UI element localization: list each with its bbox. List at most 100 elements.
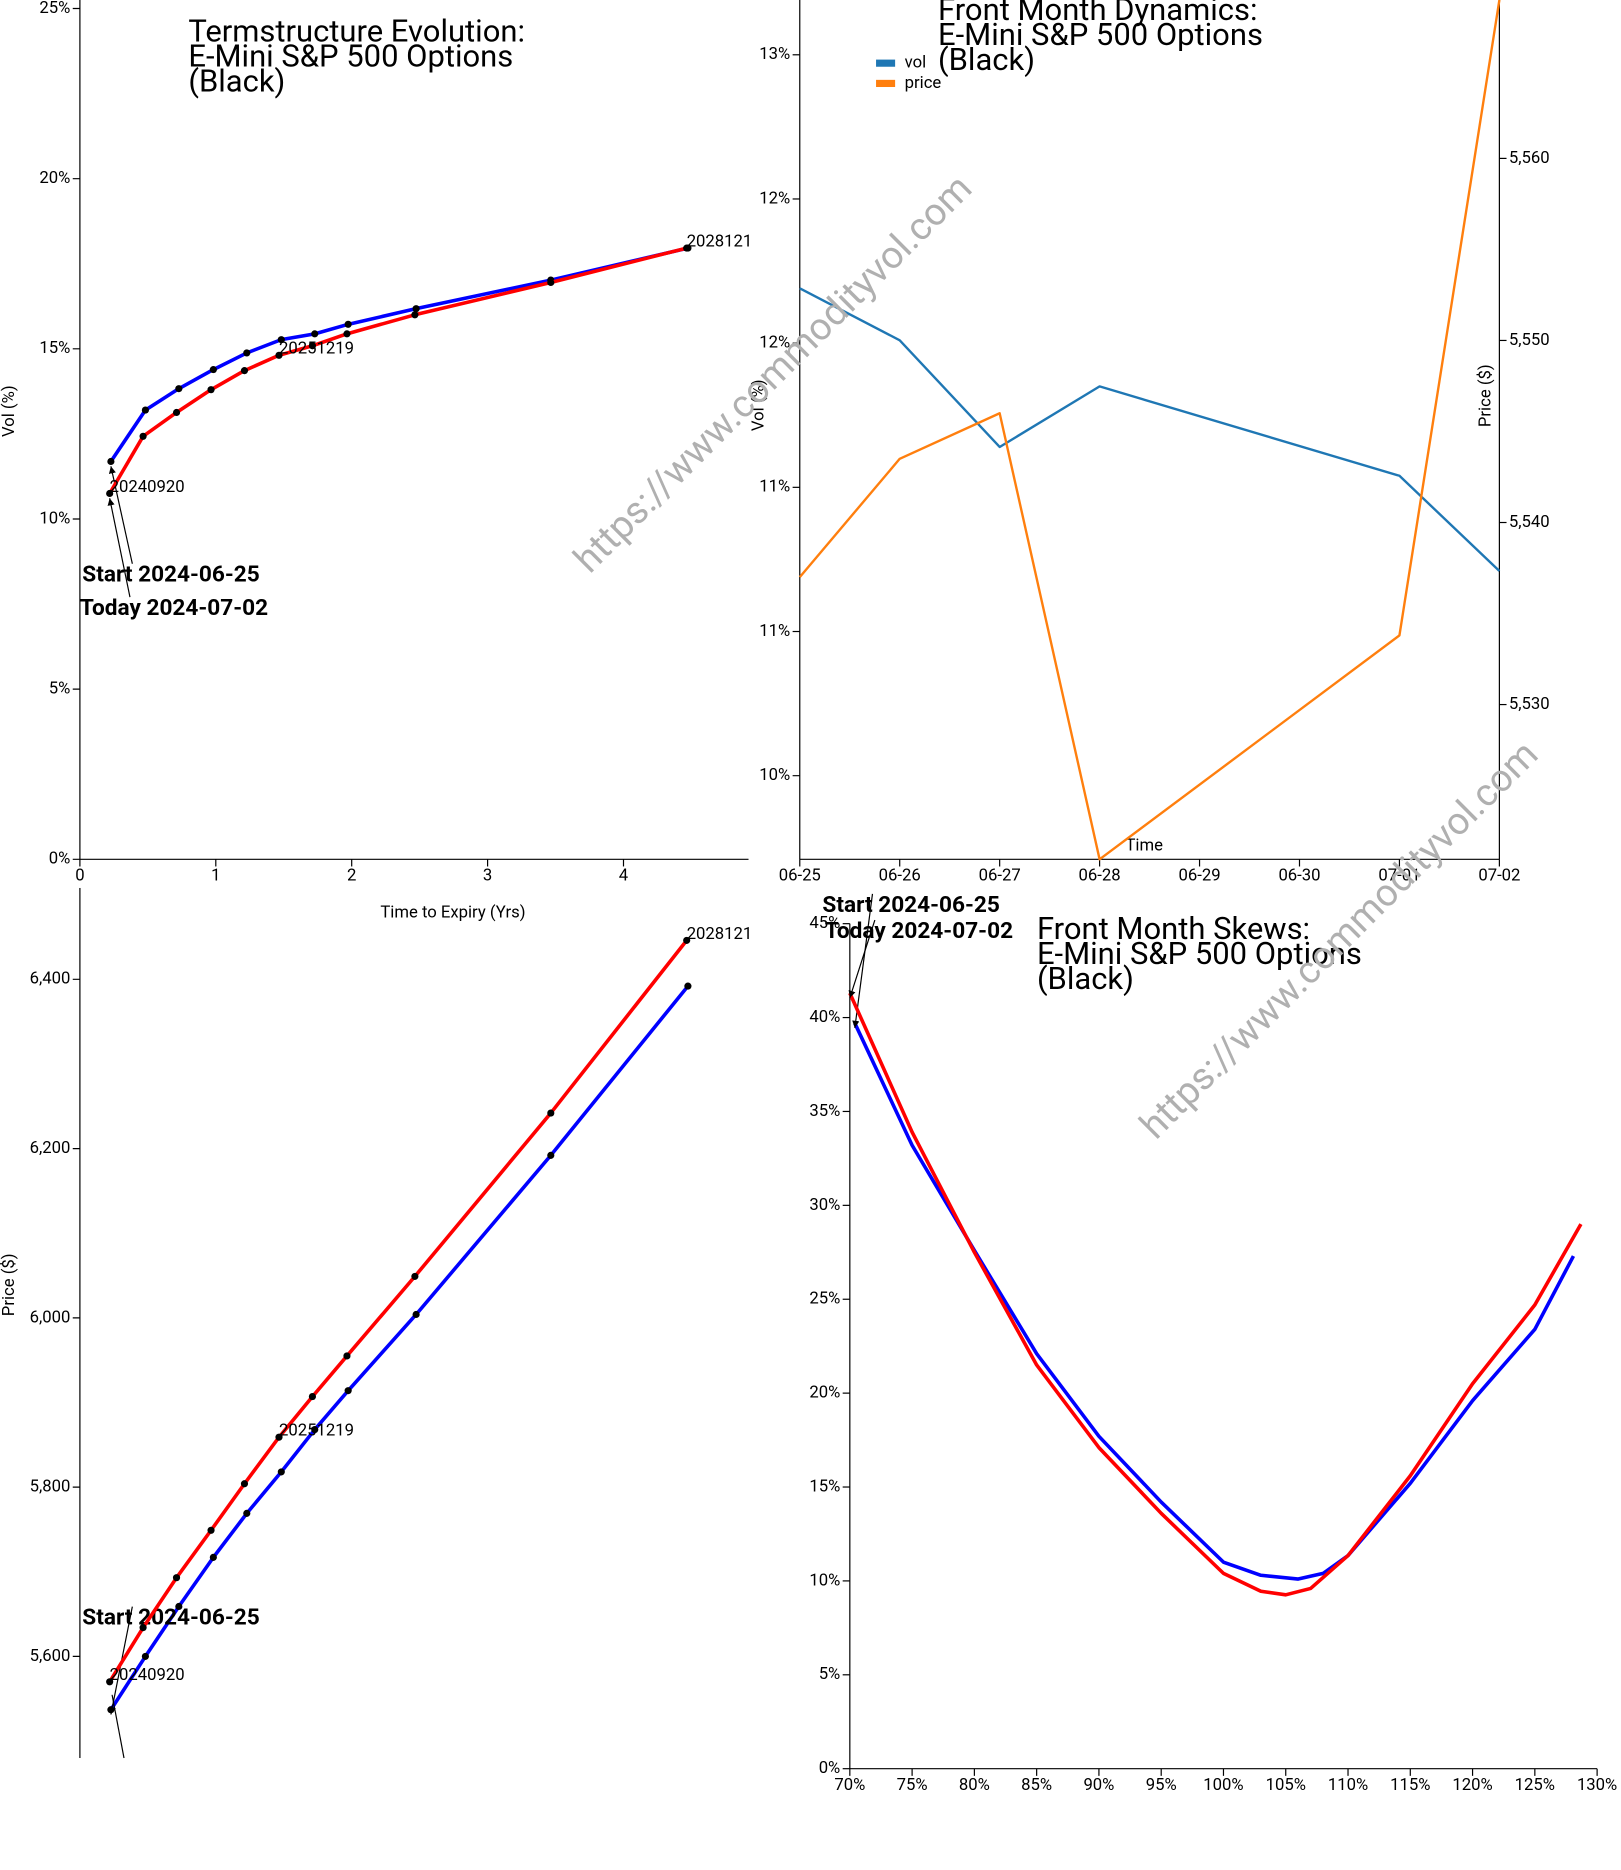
chart-title: Termstructure Evolution: (188, 13, 525, 50)
annotation: Today 2024-07-02 (80, 594, 268, 621)
point (207, 1526, 215, 1534)
y-tick-label: 0% (49, 850, 71, 869)
y-tick-label: 10% (809, 1571, 840, 1590)
x-tick-label: 80% (959, 1776, 990, 1795)
x-axis-label: Time to Expiry (Yrs) (380, 903, 525, 922)
point (311, 1426, 319, 1434)
x-tick-label: 85% (1021, 1776, 1052, 1795)
point (343, 330, 351, 338)
annotation-arrow (848, 919, 876, 999)
point (343, 1352, 351, 1360)
series-line (848, 992, 1583, 1597)
point (344, 320, 352, 328)
y2-tick-label: 5,540 (1509, 513, 1550, 532)
y-tick-label: 5,800 (30, 1478, 71, 1497)
point (308, 342, 316, 350)
point (172, 408, 181, 417)
point (684, 982, 692, 990)
y-tick-label: 6,400 (30, 970, 71, 989)
x-tick-label: 105% (1266, 1776, 1306, 1795)
y-tick-label: 25% (39, 0, 70, 18)
x-tick-label: 130% (1577, 1776, 1617, 1795)
point (107, 457, 115, 466)
point-label: 20281215 (687, 233, 762, 252)
x-tick-label: 115% (1390, 1776, 1430, 1795)
x-tick-label: 1 (211, 866, 220, 885)
x-tick-label: 07-02 (1478, 866, 1520, 885)
x-tick-label: 06-27 (979, 866, 1021, 885)
y-tick-label: 13% (759, 45, 790, 64)
x-tick-label: 0 (75, 866, 84, 885)
series-line (799, 287, 1501, 572)
point (209, 366, 217, 374)
x-tick-label: 70% (834, 1776, 865, 1795)
point (243, 349, 251, 357)
y-tick-label: 5,600 (30, 1647, 71, 1666)
point-label: 20251219 (279, 1422, 354, 1441)
annotation: Today 2024-07-02 (825, 917, 1013, 944)
chart-title: (Black) (188, 63, 285, 100)
x-tick-label: 3 (483, 866, 492, 885)
point (412, 305, 420, 313)
point (207, 386, 215, 394)
point (411, 311, 419, 319)
point (240, 367, 249, 375)
point (240, 1480, 249, 1488)
point (412, 1310, 420, 1319)
x-tick-label: 120% (1452, 1776, 1492, 1795)
chart-panel: 0% 5% 10% 15% 20% 25% 30% 35% 40% 45% 70% 75% 80% 85%… (809, 891, 1617, 1795)
point (547, 1151, 555, 1159)
annotation: Start 2024-06-25 (82, 1604, 260, 1631)
point (139, 1624, 147, 1632)
y-tick-label: 12% (759, 189, 790, 208)
point (175, 1602, 183, 1611)
x-tick-label: 06-25 (779, 866, 821, 885)
annotation-arrow (852, 893, 874, 1029)
point (344, 1387, 352, 1395)
x-tick-label: 06-26 (879, 866, 921, 885)
point (175, 385, 183, 393)
y-tick-label: 45% (809, 914, 840, 933)
y-tick-label: 10% (39, 509, 70, 528)
y-tick-label: 5% (819, 1665, 841, 1684)
point (106, 489, 114, 498)
y-tick-label: 11% (759, 478, 790, 497)
series-line (109, 984, 690, 1711)
point-label: 20281215 (687, 925, 762, 944)
point (139, 432, 147, 440)
point (106, 1678, 114, 1686)
chart-title: (Black) (938, 41, 1035, 78)
y-tick-label: 20% (39, 169, 70, 188)
point (209, 1553, 217, 1561)
y-axis-label: Vol (%) (0, 385, 19, 437)
y-tick-label: 20% (809, 1384, 840, 1403)
series-line (798, 0, 1501, 861)
y-axis-label: Price ($) (0, 1253, 19, 1316)
y2-axis-label: Price ($) (1477, 364, 1496, 427)
chart-panel: 0% 5% 10% 15% 20% 25% 0 1 2 3 4 Termstructure Evolu… (0, 0, 762, 922)
point (172, 1574, 181, 1582)
chart-panel: 10% 11% 11% 12% 12% 13% 5,530 5,540 5,550 5,560 06… (751, 0, 1550, 885)
point (311, 330, 319, 338)
annotation: Start 2024-06-25 (82, 561, 260, 588)
annotation-arrow (111, 1694, 125, 1759)
x-tick-label: 75% (897, 1776, 928, 1795)
point (141, 1652, 149, 1660)
y-tick-label: 0% (819, 1759, 841, 1778)
y-tick-label: 35% (809, 1102, 840, 1121)
series-line (853, 1022, 1576, 1581)
x-tick-label: 95% (1146, 1776, 1177, 1795)
legend-label: vol (905, 54, 927, 73)
x-tick-label: 4 (619, 866, 628, 885)
chart-title: Front Month Skews: (1037, 910, 1310, 947)
x-tick-label: 06-28 (1079, 866, 1121, 885)
point-label: 20251219 (279, 340, 354, 359)
point-label: 20240920 (110, 478, 185, 497)
y-tick-label: 10% (759, 766, 790, 785)
legend-label: price (905, 74, 942, 93)
legend-swatch (876, 79, 896, 88)
y-tick-label: 11% (759, 622, 790, 641)
series-line (108, 939, 689, 1683)
x-tick-label: 2 (347, 866, 356, 885)
point (243, 1509, 251, 1517)
